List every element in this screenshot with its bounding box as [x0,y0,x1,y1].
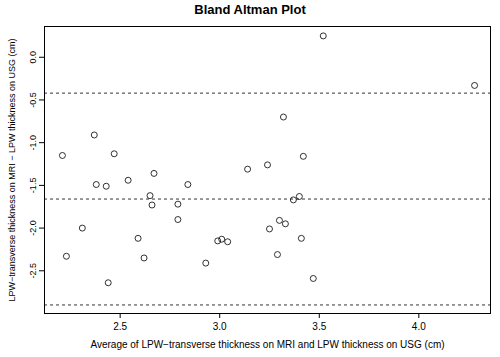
svg-text:3.5: 3.5 [312,321,326,332]
html-text:Bland Altman Plot: Bland Altman Plot [194,2,306,17]
svg-text:3.0: 3.0 [213,321,227,332]
svg-text:LPW−transverse thickness on MR: LPW−transverse thickness on MRI − LPW th… [7,38,17,301]
svg-text:-2.5: -2.5 [28,263,38,279]
svg-text:-1.0: -1.0 [28,135,38,151]
svg-text:Average of LPW−transverse thic: Average of LPW−transverse thickness on M… [90,339,444,350]
svg-text:2.5: 2.5 [113,321,127,332]
svg-text:4.0: 4.0 [412,321,426,332]
svg-text:-0.5: -0.5 [28,92,38,108]
svg-text:-1.5: -1.5 [28,178,38,194]
svg-text:0.0: 0.0 [28,51,38,64]
svg-text:-2.0: -2.0 [28,220,38,236]
